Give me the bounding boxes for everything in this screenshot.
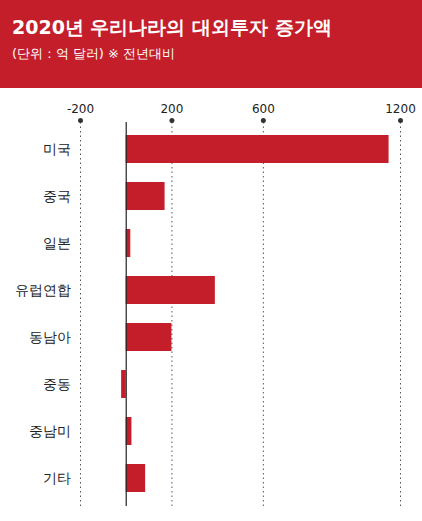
svg-text:중동: 중동 bbox=[43, 376, 71, 392]
svg-text:중국: 중국 bbox=[43, 188, 71, 204]
svg-text:-200: -200 bbox=[67, 102, 94, 116]
html-text:(단위 : 억 달러) ※ 전년대비: (단위 : 억 달러) ※ 전년대비 bbox=[12, 46, 176, 61]
svg-text:유럽연합: 유럽연합 bbox=[15, 282, 71, 298]
svg-text:1200: 1200 bbox=[385, 102, 416, 116]
svg-text:미국: 미국 bbox=[43, 141, 71, 157]
svg-text:일본: 일본 bbox=[43, 235, 71, 251]
svg-text:중남미: 중남미 bbox=[29, 423, 71, 439]
svg-text:동남아: 동남아 bbox=[29, 329, 71, 345]
svg-text:600: 600 bbox=[252, 102, 275, 116]
svg-text:200: 200 bbox=[160, 102, 183, 116]
html-text:2020년 우리나라의 대외투자 증가액: 2020년 우리나라의 대외투자 증가액 bbox=[12, 16, 332, 38]
svg-text:기타: 기타 bbox=[43, 470, 71, 486]
